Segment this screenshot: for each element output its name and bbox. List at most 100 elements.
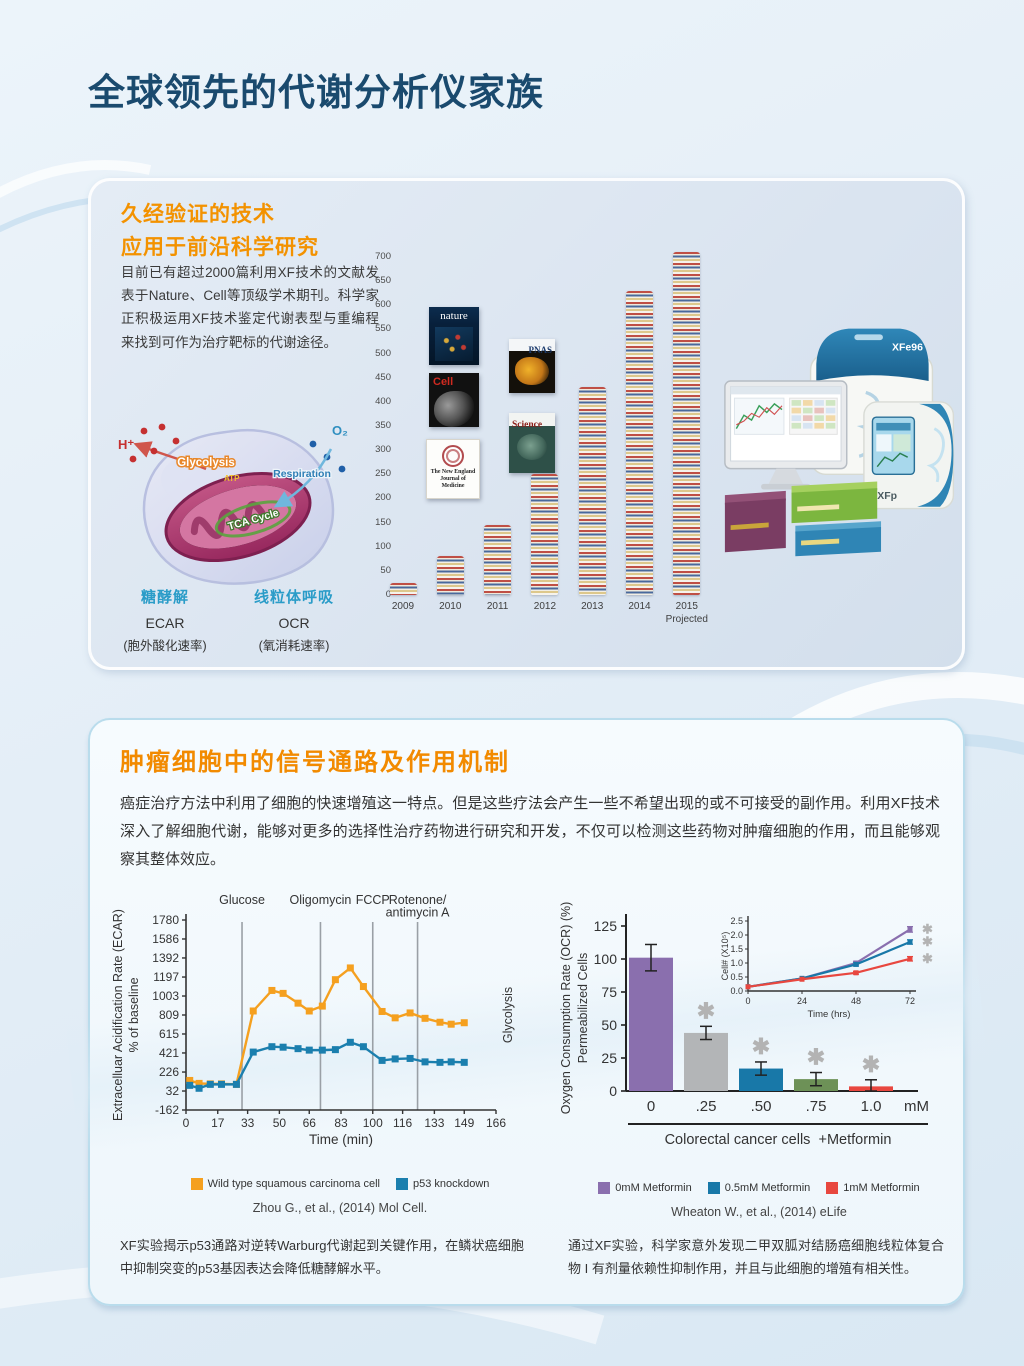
svg-text:Colorectal cancer cells +Metf: Colorectal cancer cells +Metformin xyxy=(665,1132,892,1148)
xfp-instrument: XFp xyxy=(863,401,955,510)
pubs-y-tick: 400 xyxy=(375,395,391,407)
legend-item: 1mM Metformin xyxy=(826,1182,920,1194)
respiration-en-label: Respiration xyxy=(273,468,331,480)
svg-text:50: 50 xyxy=(273,1116,287,1130)
journal-cover-science: Science xyxy=(509,413,555,473)
xf-analyzer-product-illustration: XFe96 xyxy=(724,328,955,557)
svg-text:.50: .50 xyxy=(751,1098,772,1115)
svg-text:0: 0 xyxy=(183,1116,190,1130)
legend-item: 0mM Metformin xyxy=(598,1182,692,1194)
pubs-x-label: 2011 xyxy=(486,601,509,612)
pubs-bar-2014 xyxy=(626,290,653,595)
glycolysis-zh-label: 糖酵解 xyxy=(140,589,189,606)
journal-cover-pnas: PNAS xyxy=(509,339,555,393)
cell-metabolism-illustration: TCA Cycle H⁺ Glycolysis ATP O₂ Respirati… xyxy=(118,423,348,585)
svg-text:1.5: 1.5 xyxy=(730,944,743,954)
svg-text:0.0: 0.0 xyxy=(730,986,743,996)
cell-cover-art xyxy=(434,391,474,427)
svg-text:Extracelluar Acidification Rat: Extracelluar Acidification Rate (ECAR) xyxy=(111,909,125,1121)
publications-growth-chart: 0 50 100 150 200 250 300 350 400 450 500 550 600 650 7… xyxy=(359,251,715,647)
science-title: Science xyxy=(512,420,543,430)
h-ion-label: H⁺ xyxy=(118,437,134,452)
legend-item: p53 knockdown xyxy=(395,1178,489,1190)
pubs-bar-2011 xyxy=(484,524,512,595)
journal-cover-cell: Cell xyxy=(429,373,479,427)
svg-text:32: 32 xyxy=(166,1084,180,1098)
legend-item: 0.5mM Metformin xyxy=(707,1182,810,1194)
glycolysis-column: 糖酵解 ECAR (胞外酸化速率) xyxy=(103,586,227,654)
svg-text:✱: ✱ xyxy=(752,1034,770,1059)
svg-text:Permeabilized Cells: Permeabilized Cells xyxy=(576,953,590,1063)
card1-heading-line2: 应用于前沿科学研究 xyxy=(121,235,319,259)
svg-text:Oxygen Consumption Rate (OCR): Oxygen Consumption Rate (OCR) (%) xyxy=(559,902,573,1115)
card1-paragraph: 目前已有超过2000篇利用XF技术的文献发表于Nature、Cell等顶级学术期… xyxy=(121,265,379,350)
ocr-bar-chart: 0 25 50 75 100 125 0 ✱ .25 ✱ .50 ✱ .75 ✱ 1.0 mM Colorect… xyxy=(556,896,946,1181)
svg-text:FCCP: FCCP xyxy=(356,893,390,907)
pubs-y-tick: 450 xyxy=(375,371,391,383)
svg-text:2.0: 2.0 xyxy=(730,930,743,940)
pubs-y-tick: 350 xyxy=(375,420,391,431)
svg-text:809: 809 xyxy=(159,1008,179,1022)
legend-swatch xyxy=(190,1178,203,1190)
svg-text:125: 125 xyxy=(594,918,618,934)
legend-swatch xyxy=(707,1182,720,1194)
nejm-seal-icon xyxy=(442,445,464,467)
respiration-zh-label: 线粒体呼吸 xyxy=(253,589,334,606)
science-cover-art xyxy=(517,434,547,460)
svg-text:75: 75 xyxy=(601,984,617,1000)
tumor-signaling-card: 肿瘤细胞中的信号通路及作用机制 癌症治疗方法中利用了细胞的快速增殖这一特点。但是… xyxy=(88,718,965,1306)
pubs-y-tick: 700 xyxy=(375,251,391,262)
pnas-cover-art xyxy=(515,357,549,385)
pubs-x-label: 2014 xyxy=(628,601,651,612)
svg-text:1003: 1003 xyxy=(152,989,179,1003)
svg-text:.25: .25 xyxy=(696,1098,717,1115)
svg-text:615: 615 xyxy=(159,1027,179,1041)
page-title: 全球领先的代谢分析仪家族 xyxy=(88,72,544,113)
ecar-citation: Zhou G., et al., (2014) Mol Cell. xyxy=(252,1201,428,1215)
respiration-column: 线粒体呼吸 OCR (氧消耗速率) xyxy=(229,586,359,654)
svg-text:✱: ✱ xyxy=(922,951,933,966)
pubs-x-label: 2015 Projected xyxy=(665,601,708,625)
ocr-caption: 通过XF实验，科学家意外发现二甲双胍对结肠癌细胞线粒体复合物 I 有剂量依赖性抑… xyxy=(568,1238,944,1277)
journal-cover-nature: nature xyxy=(429,307,479,365)
ocr-abbr: OCR xyxy=(278,615,310,631)
xfp-model-label: XFp xyxy=(877,491,897,502)
svg-text:✱: ✱ xyxy=(697,998,715,1023)
pubs-bar-2013 xyxy=(578,387,606,595)
svg-text:0.5: 0.5 xyxy=(730,972,743,982)
legend-item: Wild type squamous carcinoma cell xyxy=(190,1178,380,1190)
pubs-bar-2015 xyxy=(673,252,701,595)
pubs-y-tick: 50 xyxy=(380,564,391,576)
card2-paragraph: 癌症治疗方法中利用了细胞的快速增殖这一特点。但是这些疗法会产生一些不希望出现的或… xyxy=(120,795,940,868)
legend-swatch xyxy=(395,1178,408,1190)
svg-text:72: 72 xyxy=(905,996,915,1006)
svg-text:2.5: 2.5 xyxy=(730,916,743,926)
pubs-bar-2010 xyxy=(436,556,464,595)
glycolysis-en-label: Glycolysis xyxy=(177,457,235,469)
pubs-y-tick: 650 xyxy=(375,275,391,287)
svg-text:✱: ✱ xyxy=(807,1045,825,1070)
svg-text:✱: ✱ xyxy=(862,1052,880,1077)
legend-swatch xyxy=(598,1182,611,1194)
pubs-y-tick: 100 xyxy=(375,540,391,552)
proven-technology-card: 久经验证的技术 应用于前沿科学研究 目前已有超过2000篇利用XF技术的文献发表… xyxy=(88,178,965,670)
svg-text:Time (min): Time (min) xyxy=(309,1132,373,1147)
pubs-y-tick: 250 xyxy=(375,468,391,480)
svg-text:Oligomycin: Oligomycin xyxy=(290,893,352,907)
svg-text:50: 50 xyxy=(601,1017,617,1033)
svg-text:166: 166 xyxy=(486,1116,506,1130)
pubs-y-tick: 0 xyxy=(385,589,391,600)
svg-text:1197: 1197 xyxy=(153,970,179,984)
pubs-y-tick: 200 xyxy=(375,492,391,504)
pubs-y-tick: 550 xyxy=(375,323,391,335)
svg-text:Glycolysis: Glycolysis xyxy=(501,987,515,1043)
svg-text:25: 25 xyxy=(601,1050,617,1066)
pubs-y-tick: 150 xyxy=(375,516,391,528)
pubs-bar-2012 xyxy=(531,474,559,595)
svg-text:✱: ✱ xyxy=(922,921,933,936)
svg-text:116: 116 xyxy=(393,1116,412,1130)
card1-heading-line1: 久经验证的技术 xyxy=(121,203,275,226)
svg-text:.75: .75 xyxy=(806,1098,827,1115)
svg-text:1.0: 1.0 xyxy=(861,1098,882,1115)
ecar-abbr: ECAR xyxy=(145,615,185,631)
